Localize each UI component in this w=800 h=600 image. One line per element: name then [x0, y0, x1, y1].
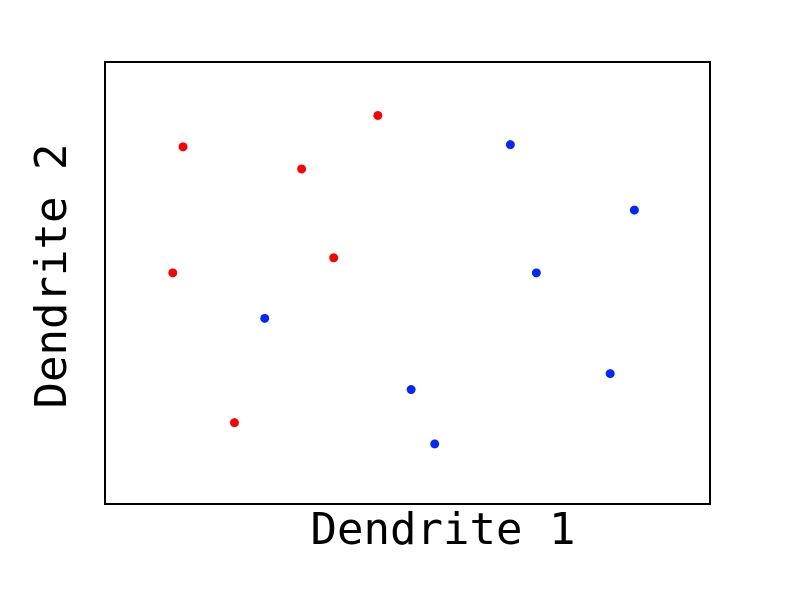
x-axis-label: Dendrite 1	[311, 504, 576, 555]
data-point-s0-3	[168, 268, 178, 278]
data-point-s1-2	[531, 268, 541, 278]
data-point-s0-4	[329, 253, 339, 263]
plot-area-frame	[104, 61, 711, 505]
data-point-s0-5	[229, 418, 239, 428]
data-point-s1-4	[406, 385, 416, 395]
data-point-s0-0	[178, 142, 188, 152]
data-point-s0-2	[373, 110, 383, 120]
data-point-s1-3	[260, 313, 270, 323]
data-point-s1-1	[629, 205, 639, 215]
data-point-s0-1	[297, 164, 307, 174]
data-point-s1-5	[430, 439, 440, 449]
y-axis-label: Dendrite 2	[26, 144, 77, 409]
scatter-points	[168, 110, 639, 449]
data-point-s1-0	[505, 140, 515, 150]
data-point-s1-6	[605, 369, 615, 379]
